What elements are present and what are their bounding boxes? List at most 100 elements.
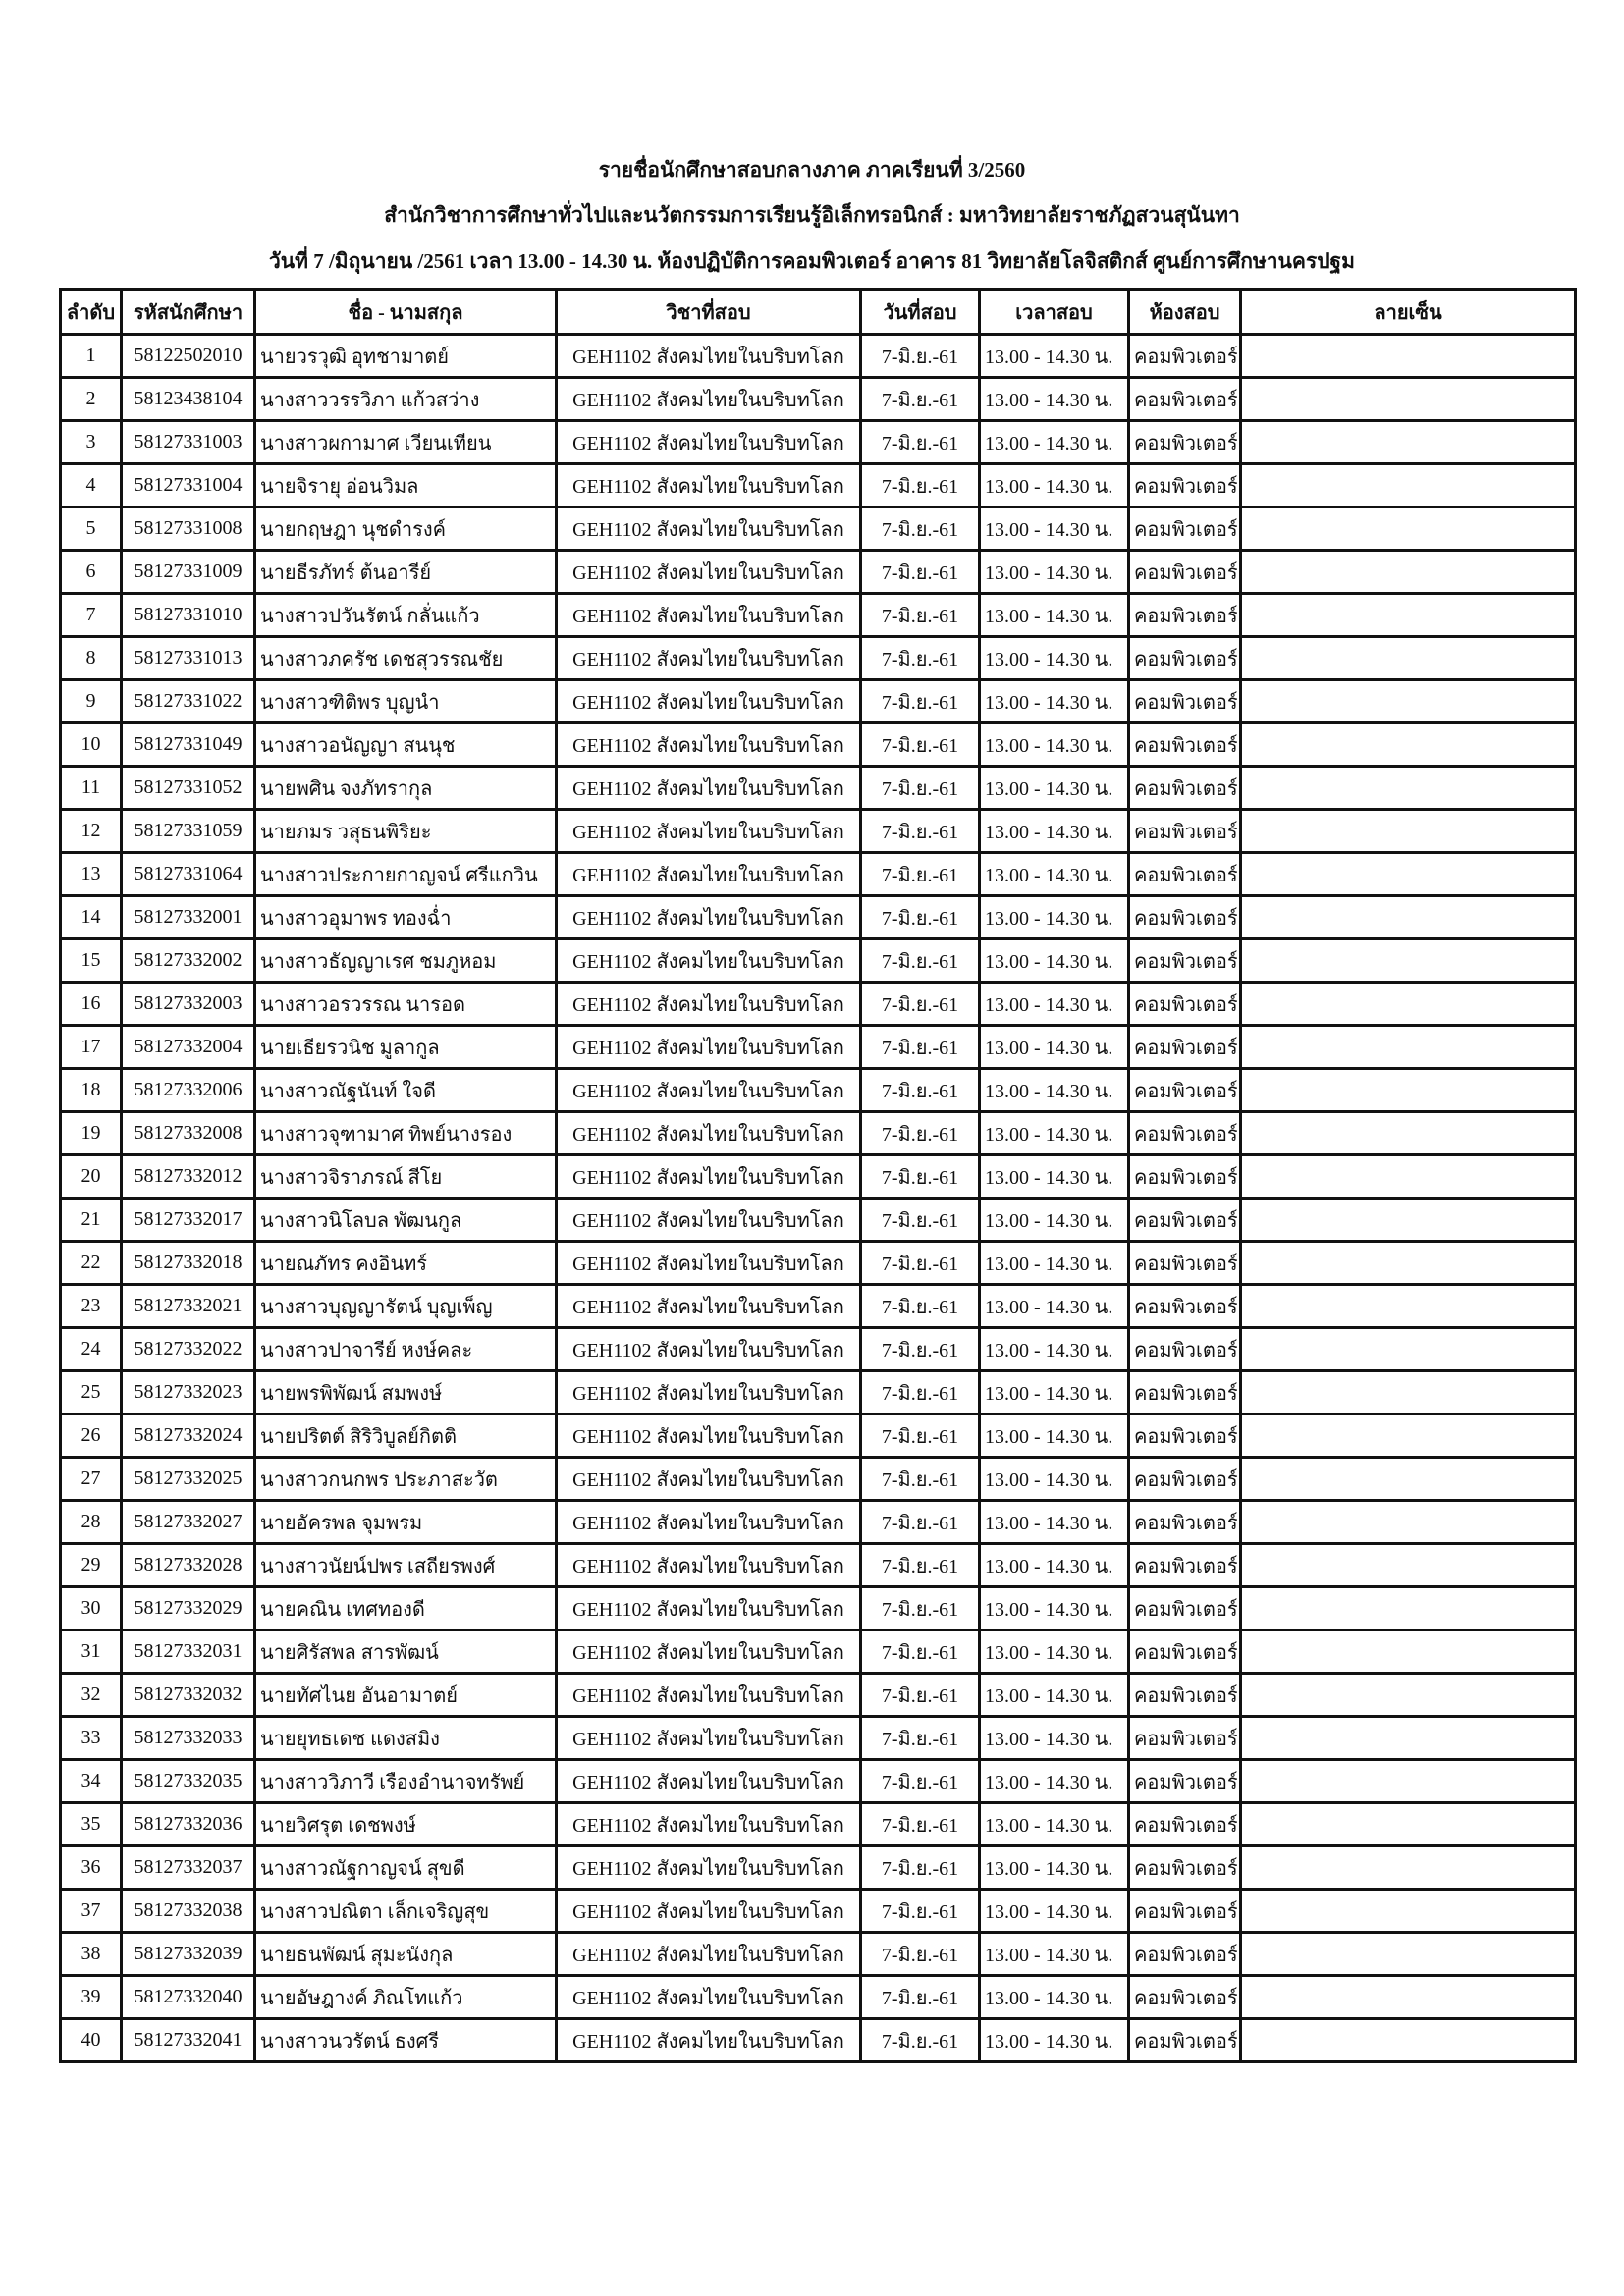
subject-cell: GEH1102 สังคมไทยในบริบทโลก (555, 333, 862, 379)
order-cell: 25 (59, 1369, 123, 1415)
table-row: 37 58127332038 นางสาวปณิตา เล็กเจริญสุข GEH… (59, 1888, 1577, 1934)
signature-cell (1239, 894, 1577, 940)
exam-time-cell: 13.00 - 14.30 น. (978, 1413, 1130, 1459)
signature-cell (1239, 1499, 1577, 1545)
exam-date-cell: 7-มิ.ย.-61 (859, 376, 981, 422)
subject-cell: GEH1102 สังคมไทยในบริบทโลก (555, 894, 862, 940)
exam-room-cell: คอมพิวเตอร์ (1127, 1283, 1242, 1329)
exam-date-cell: 7-มิ.ย.-61 (859, 1413, 981, 1459)
order-cell: 6 (59, 549, 123, 595)
table-row: 21 58127332017 นางสาวนิโลบล พัฒนกูล GEH1102… (59, 1197, 1577, 1243)
subject-cell: GEH1102 สังคมไทยในบริบทโลก (555, 1153, 862, 1200)
subject-cell: GEH1102 สังคมไทยในบริบทโลก (555, 1758, 862, 1804)
signature-cell (1239, 592, 1577, 638)
student-id-cell: 58127331003 (120, 419, 256, 465)
signature-cell (1239, 419, 1577, 465)
exam-room-cell: คอมพิวเตอร์ (1127, 721, 1242, 768)
exam-date-cell: 7-มิ.ย.-61 (859, 1326, 981, 1372)
student-id-cell: 58127332022 (120, 1326, 256, 1372)
exam-room-cell: คอมพิวเตอร์ (1127, 1413, 1242, 1459)
exam-room-cell: คอมพิวเตอร์ (1127, 1672, 1242, 1718)
table-row: 39 58127332040 นายอัษฎางค์ ภิณโทแก้ว GEH110… (59, 1974, 1577, 2020)
student-name-cell: นางสาวปาจารีย์ หงษ์คละ (253, 1326, 558, 1372)
exam-time-cell: 13.00 - 14.30 น. (978, 1456, 1130, 1502)
order-cell: 4 (59, 462, 123, 508)
order-cell: 35 (59, 1801, 123, 1847)
student-name-cell: นางสาววรรวิภา แก้วสว่าง (253, 376, 558, 422)
exam-room-cell: คอมพิวเตอร์ (1127, 1456, 1242, 1502)
exam-room-cell: คอมพิวเตอร์ (1127, 1197, 1242, 1243)
subject-cell: GEH1102 สังคมไทยในบริบทโลก (555, 549, 862, 595)
table-row: 10 58127331049 นางสาวอนัญญา สนนุช GEH1102 ส… (59, 721, 1577, 768)
subject-cell: GEH1102 สังคมไทยในบริบทโลก (555, 506, 862, 552)
exam-date-cell: 7-มิ.ย.-61 (859, 1369, 981, 1415)
student-id-cell: 58127332031 (120, 1629, 256, 1675)
student-id-cell: 58127331004 (120, 462, 256, 508)
student-id-cell: 58127332028 (120, 1542, 256, 1588)
table-row: 29 58127332028 นางสาวนัยน์ปพร เสถียรพงศ์ GE… (59, 1542, 1577, 1588)
student-name-cell: นายภมร วสุธนพิริยะ (253, 808, 558, 854)
exam-time-cell: 13.00 - 14.30 น. (978, 1067, 1130, 1113)
exam-room-cell: คอมพิวเตอร์ (1127, 1974, 1242, 2020)
student-id-cell: 58127331049 (120, 721, 256, 768)
order-cell: 30 (59, 1585, 123, 1631)
subject-cell: GEH1102 สังคมไทยในบริบทโลก (555, 981, 862, 1027)
order-cell: 32 (59, 1672, 123, 1718)
subject-cell: GEH1102 สังคมไทยในบริบทโลก (555, 1672, 862, 1718)
student-exam-table: ลำดับ รหัสนักศึกษา ชื่อ - นามสกุล วิชาที… (59, 288, 1577, 2063)
subject-cell: GEH1102 สังคมไทยในบริบทโลก (555, 592, 862, 638)
exam-date-cell: 7-มิ.ย.-61 (859, 333, 981, 379)
order-cell: 26 (59, 1413, 123, 1459)
exam-time-cell: 13.00 - 14.30 น. (978, 1110, 1130, 1156)
document-subtitle-organization: สำนักวิชาการศึกษาทั่วไปและนวัตกรรมการเรี… (384, 203, 1240, 227)
student-id-cell: 58127332004 (120, 1024, 256, 1070)
exam-room-cell: คอมพิวเตอร์ (1127, 1715, 1242, 1761)
student-id-cell: 58127332032 (120, 1672, 256, 1718)
subject-cell: GEH1102 สังคมไทยในบริบทโลก (555, 635, 862, 681)
column-header-room: ห้องสอบ (1127, 288, 1242, 336)
exam-time-cell: 13.00 - 14.30 น. (978, 506, 1130, 552)
subject-cell: GEH1102 สังคมไทยในบริบทโลก (555, 678, 862, 724)
student-name-cell: นางสาวอรวรรณ นารอด (253, 981, 558, 1027)
exam-date-cell: 7-มิ.ย.-61 (859, 1456, 981, 1502)
student-id-cell: 58127332006 (120, 1067, 256, 1113)
table-row: 12 58127331059 นายภมร วสุธนพิริยะ GEH1102 ส… (59, 808, 1577, 854)
order-cell: 22 (59, 1240, 123, 1286)
signature-cell (1239, 376, 1577, 422)
exam-room-cell: คอมพิวเตอร์ (1127, 1110, 1242, 1156)
column-header-date: วันที่สอบ (859, 288, 981, 336)
signature-cell (1239, 765, 1577, 811)
student-id-cell: 58127331009 (120, 549, 256, 595)
student-name-cell: นายคณิน เทศทองดี (253, 1585, 558, 1631)
subject-cell: GEH1102 สังคมไทยในบริบทโลก (555, 1629, 862, 1675)
exam-room-cell: คอมพิวเตอร์ (1127, 1326, 1242, 1372)
signature-cell (1239, 937, 1577, 984)
student-id-cell: 58127332036 (120, 1801, 256, 1847)
exam-room-cell: คอมพิวเตอร์ (1127, 1499, 1242, 1545)
exam-date-cell: 7-มิ.ย.-61 (859, 678, 981, 724)
subject-cell: GEH1102 สังคมไทยในบริบทโลก (555, 851, 862, 897)
exam-date-cell: 7-มิ.ย.-61 (859, 1888, 981, 1934)
order-cell: 33 (59, 1715, 123, 1761)
document-title: รายชื่อนักศึกษาสอบกลางภาค ภาคเรียนที่ 3/… (598, 158, 1026, 182)
student-id-cell: 58122502010 (120, 333, 256, 379)
exam-date-cell: 7-มิ.ย.-61 (859, 1801, 981, 1847)
exam-room-cell: คอมพิวเตอร์ (1127, 678, 1242, 724)
order-cell: 2 (59, 376, 123, 422)
student-id-cell: 58123438104 (120, 376, 256, 422)
signature-cell (1239, 721, 1577, 768)
subject-cell: GEH1102 สังคมไทยในบริบทโลก (555, 1974, 862, 2020)
exam-date-cell: 7-มิ.ย.-61 (859, 1024, 981, 1070)
table-row: 36 58127332037 นางสาวณัฐกาญจน์ สุขดี GEH110… (59, 1844, 1577, 1891)
exam-room-cell: คอมพิวเตอร์ (1127, 1931, 1242, 1977)
exam-room-cell: คอมพิวเตอร์ (1127, 1844, 1242, 1891)
exam-date-cell: 7-มิ.ย.-61 (859, 765, 981, 811)
student-name-cell: นางสาวประกายกาญจน์ ศรีแกวิน (253, 851, 558, 897)
order-cell: 19 (59, 1110, 123, 1156)
student-id-cell: 58127331059 (120, 808, 256, 854)
exam-time-cell: 13.00 - 14.30 น. (978, 1888, 1130, 1934)
signature-cell (1239, 1067, 1577, 1113)
exam-room-cell: คอมพิวเตอร์ (1127, 1542, 1242, 1588)
signature-cell (1239, 1153, 1577, 1200)
order-cell: 11 (59, 765, 123, 811)
